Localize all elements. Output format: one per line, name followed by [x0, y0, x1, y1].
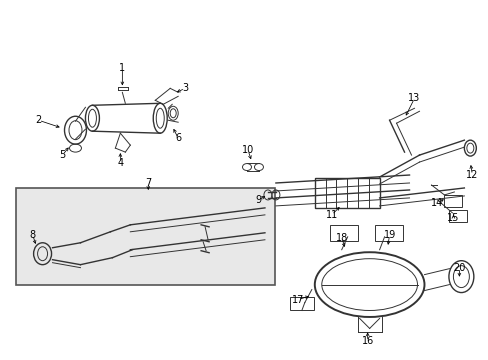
Ellipse shape	[464, 140, 475, 156]
Text: 20: 20	[452, 263, 465, 273]
Text: 12: 12	[465, 170, 478, 180]
Text: 19: 19	[383, 230, 395, 240]
Ellipse shape	[254, 163, 263, 171]
Text: 15: 15	[447, 213, 459, 223]
Bar	[314, 178, 379, 208]
Ellipse shape	[242, 163, 251, 171]
Bar	[374, 225, 402, 241]
Text: 13: 13	[407, 93, 420, 103]
Text: 9: 9	[254, 195, 261, 205]
Text: 18: 18	[335, 233, 347, 243]
Text: 14: 14	[430, 198, 443, 208]
Text: 6: 6	[175, 133, 181, 143]
Ellipse shape	[85, 105, 99, 131]
Text: 11: 11	[325, 210, 337, 220]
Text: 1: 1	[119, 63, 125, 73]
Text: 7: 7	[145, 178, 151, 188]
Bar	[329, 225, 357, 241]
Text: 4: 4	[117, 158, 123, 168]
Ellipse shape	[153, 103, 167, 133]
Text: 10: 10	[242, 145, 254, 155]
Text: 17: 17	[291, 294, 304, 305]
Text: 5: 5	[59, 150, 65, 160]
Ellipse shape	[448, 261, 473, 293]
Bar	[444, 195, 462, 207]
Text: 3: 3	[182, 84, 188, 93]
Text: 8: 8	[29, 230, 36, 240]
Ellipse shape	[314, 252, 424, 317]
Bar	[289, 297, 313, 310]
Bar	[16, 188, 274, 285]
Text: 16: 16	[361, 336, 373, 346]
Bar	[448, 210, 467, 222]
Text: 2: 2	[36, 115, 41, 125]
